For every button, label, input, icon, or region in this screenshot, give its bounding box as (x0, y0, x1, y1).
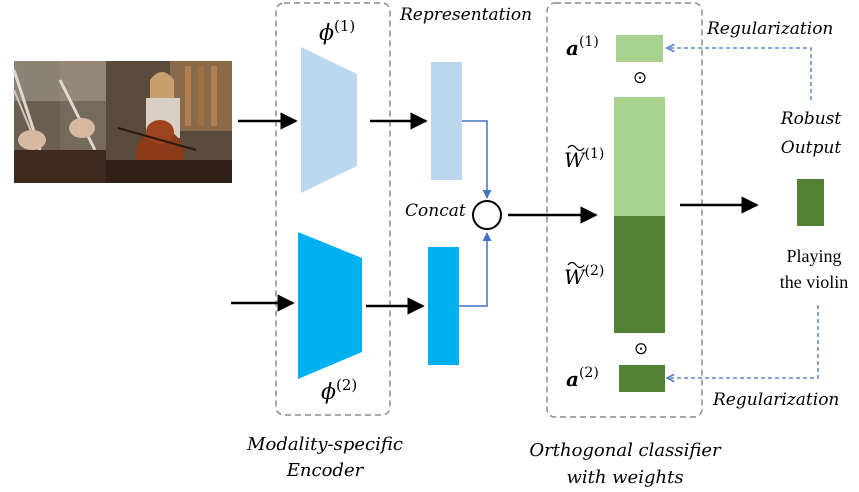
regularization-top-label: Regularization (706, 19, 833, 39)
a1-label: a(1) (566, 34, 599, 60)
odot-top-symbol: ⊙ (633, 68, 647, 87)
visual-encoder-shape (301, 47, 357, 193)
encoder-caption-line1: Modality-specific (246, 434, 403, 455)
video-frame-1 (12, 61, 60, 183)
audio-encoder-shape (298, 232, 362, 379)
output-label-line2: the violin (780, 272, 849, 292)
robust-output-line2: Output (781, 138, 842, 158)
audio-representation-bar (428, 247, 459, 365)
concat-circle (472, 200, 502, 230)
regularization-top-arrow (667, 48, 812, 100)
phi2-label: ϕ(2) (321, 376, 357, 405)
regularization-bottom-arrow (667, 305, 819, 378)
a2-weight-box (619, 365, 665, 392)
svg-text:W(2): W(2) (564, 263, 604, 289)
video-frames-image (12, 61, 232, 183)
classifier-caption-line1: Orthogonal classifier (529, 440, 722, 461)
output-label-line1: Playing (786, 246, 841, 266)
representation-label: Representation (399, 5, 532, 25)
phi1-label: ϕ(1) (319, 17, 355, 46)
odot-bottom-symbol: ⊙ (634, 339, 648, 358)
w1-label: W(1) (564, 144, 604, 172)
repr1-to-concat-connector (462, 120, 492, 199)
output-box (797, 179, 824, 226)
repr2-to-concat-connector (459, 232, 492, 307)
regularization-bottom-label: Regularization (712, 390, 839, 410)
a2-label: a(2) (566, 365, 599, 391)
classifier-dashed-box (546, 2, 703, 418)
visual-representation-bar (431, 62, 462, 180)
video-frame-2 (58, 61, 106, 183)
classifier-caption-line2: with weights (566, 467, 683, 488)
robust-output-line1: Robust (780, 109, 842, 129)
svg-text:W(1): W(1) (564, 146, 604, 172)
a1-weight-box (616, 35, 663, 62)
video-frame-3 (106, 61, 232, 183)
w1-weight-block (614, 97, 665, 216)
w2-label: W(2) (564, 261, 604, 289)
concat-label: Concat (405, 201, 466, 221)
audio-waveform-image (37, 264, 207, 342)
encoder-caption-line2: Encoder (286, 460, 365, 481)
w2-weight-block (614, 216, 665, 333)
